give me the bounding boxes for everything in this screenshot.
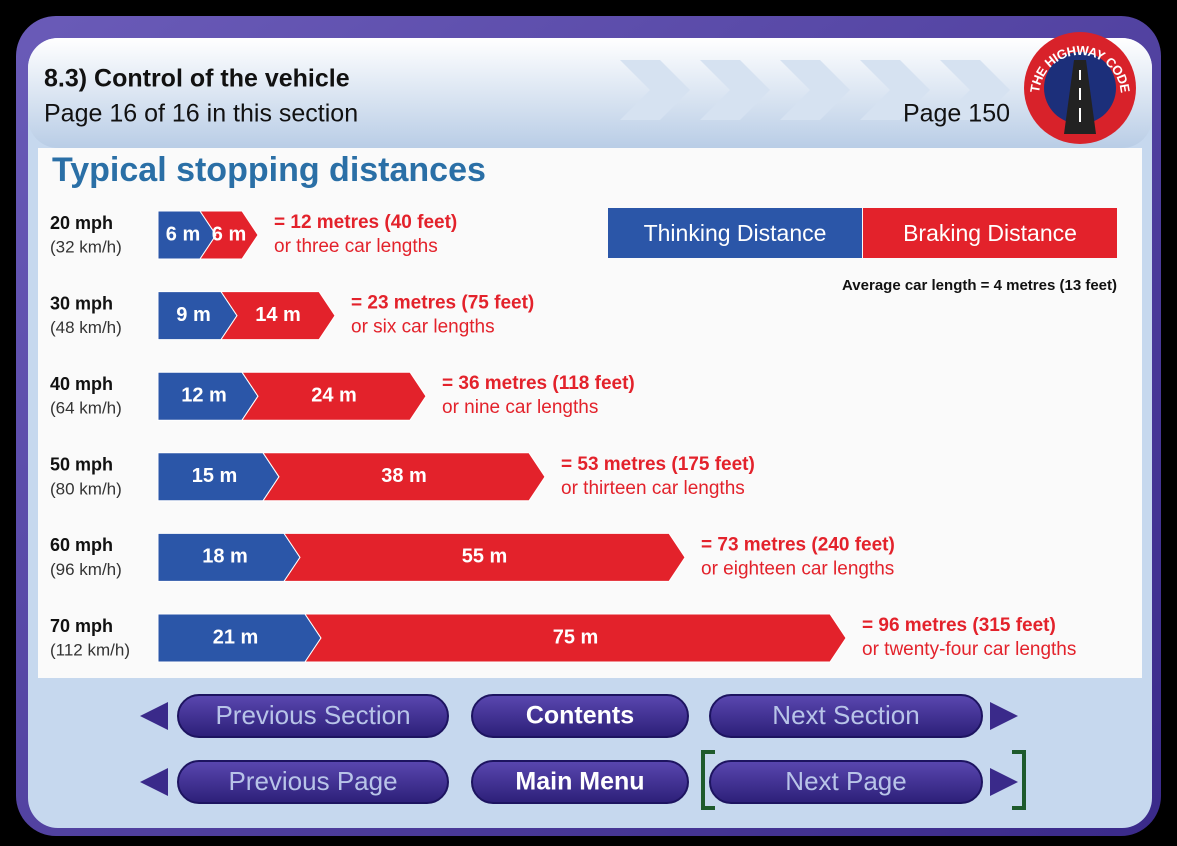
braking-label: 14 m [255, 304, 301, 326]
thinking-label: 15 m [192, 465, 238, 487]
chart-title: Typical stopping distances [52, 151, 486, 189]
car-lengths: or six car lengths [351, 317, 495, 338]
car-lengths: or three car lengths [274, 236, 438, 257]
chevrons [620, 60, 1010, 120]
total-label: = 96 metres (315 feet) [862, 615, 1056, 636]
nav-arrows [140, 702, 1018, 796]
braking-label: 24 m [311, 384, 357, 406]
nav-button-label[interactable]: Next Page [785, 766, 906, 796]
braking-bar [283, 532, 686, 582]
braking-label: 6 m [212, 223, 246, 245]
thinking-label: 21 m [213, 626, 259, 648]
nav-button[interactable]: Next Page [709, 760, 983, 804]
nav-button[interactable]: Contents [471, 694, 689, 738]
speed-kmh: (96 km/h) [50, 560, 122, 579]
thinking-label: 12 m [181, 384, 227, 406]
nav-button-bg[interactable] [177, 694, 449, 738]
car-lengths: or nine car lengths [442, 397, 598, 418]
legend-label: Braking Distance [903, 220, 1077, 246]
focus-bracket [701, 750, 1026, 810]
thinking-label: 6 m [166, 223, 200, 245]
car-lengths: or eighteen car lengths [701, 558, 894, 579]
total-label: = 12 metres (40 feet) [274, 212, 457, 233]
speed-label: 50 mph [50, 455, 113, 475]
braking-bar [304, 613, 847, 663]
nav-button-bg[interactable] [471, 760, 689, 804]
braking-bar [220, 291, 336, 341]
nav-button-bg[interactable] [709, 694, 983, 738]
speed-kmh: (112 km/h) [50, 640, 130, 659]
thinking-label: 18 m [202, 546, 248, 568]
section-page: Page 16 of 16 in this section [44, 100, 358, 128]
section-title: 8.3) Control of the vehicle [44, 65, 350, 93]
nav-button-bg[interactable] [177, 760, 449, 804]
speed-label: 60 mph [50, 535, 113, 555]
nav-button[interactable]: Previous Section [177, 694, 449, 738]
speed-kmh: (48 km/h) [50, 318, 122, 337]
nav-button-bg[interactable] [709, 760, 983, 804]
legend-swatch [608, 208, 862, 258]
total-label: = 36 metres (118 feet) [442, 373, 635, 394]
total-label: = 73 metres (240 feet) [701, 534, 895, 555]
nav-button-bg[interactable] [471, 694, 689, 738]
speed-kmh: (80 km/h) [50, 479, 122, 498]
speed-kmh: (32 km/h) [50, 237, 122, 256]
speed-label: 70 mph [50, 616, 113, 636]
car-lengths: or twenty-four car lengths [862, 639, 1076, 660]
logo: THE HIGHWAY CODE [1024, 32, 1136, 144]
nav-button[interactable]: Next Section [709, 694, 983, 738]
braking-bar [241, 371, 427, 421]
speed-label: 20 mph [50, 213, 113, 233]
nav-button[interactable]: Main Menu [471, 760, 689, 804]
total-label: = 53 metres (175 feet) [561, 454, 755, 475]
nav-button-label[interactable]: Next Section [772, 700, 919, 730]
braking-bar [262, 452, 546, 502]
thinking-label: 9 m [176, 304, 210, 326]
speed-kmh: (64 km/h) [50, 399, 122, 418]
nav-button-label[interactable]: Previous Page [228, 766, 397, 796]
braking-bar [199, 210, 259, 260]
nav-button-label[interactable]: Previous Section [215, 700, 410, 730]
nav-button[interactable]: Previous Page [177, 760, 449, 804]
total-label: = 23 metres (75 feet) [351, 293, 534, 314]
legend-note: Average car length = 4 metres (13 feet) [842, 277, 1117, 294]
nav-button-label[interactable]: Main Menu [515, 768, 644, 796]
legend-label: Thinking Distance [644, 220, 827, 246]
car-lengths: or thirteen car lengths [561, 478, 745, 499]
page-number: Page 150 [903, 100, 1010, 128]
braking-label: 55 m [462, 546, 508, 568]
braking-label: 75 m [553, 626, 599, 648]
braking-label: 38 m [381, 465, 427, 487]
nav-button-label[interactable]: Contents [526, 702, 634, 730]
speed-label: 30 mph [50, 293, 113, 313]
speed-label: 40 mph [50, 374, 113, 394]
legend-swatch [863, 208, 1117, 258]
